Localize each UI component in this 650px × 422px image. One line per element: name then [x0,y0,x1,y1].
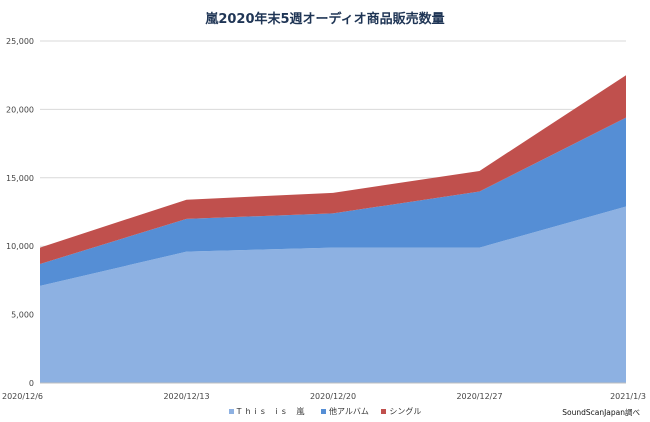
y-tick-label: 25,000 [6,37,34,46]
legend-label: 他アルバム [328,407,369,416]
area-series-0 [40,206,626,383]
legend-item-this-is-arashi: This is 嵐 [228,406,309,417]
legend-swatch [381,409,387,414]
legend-label: シングル [389,407,422,416]
x-tick-label: 2021/1/3 [610,392,646,401]
y-tick-label: 0 [29,379,34,388]
x-tick-label: 2020/12/27 [456,392,502,401]
legend-item-other-albums: 他アルバム [320,406,369,417]
y-tick-label: 15,000 [6,174,34,183]
y-tick-label: 5,000 [11,311,34,320]
legend-swatch [320,409,326,414]
x-tick-label: 2020/12/6 [2,392,43,401]
x-tick-label: 2020/12/13 [163,392,209,401]
legend-label: This is 嵐 [236,407,309,416]
chart-title: 嵐2020年末5週オーディオ商品販売数量 [205,12,445,27]
legend-swatch [228,409,234,414]
area-series-2 [40,75,626,264]
area-series-1 [40,117,626,286]
y-tick-label: 10,000 [6,242,34,251]
legend: This is 嵐 他アルバム シングル [0,406,650,417]
y-tick-label: 20,000 [6,105,34,114]
legend-item-singles: シングル [381,406,421,417]
source-note: SoundScanJapan調べ [562,408,640,417]
x-tick-label: 2020/12/20 [310,392,356,401]
